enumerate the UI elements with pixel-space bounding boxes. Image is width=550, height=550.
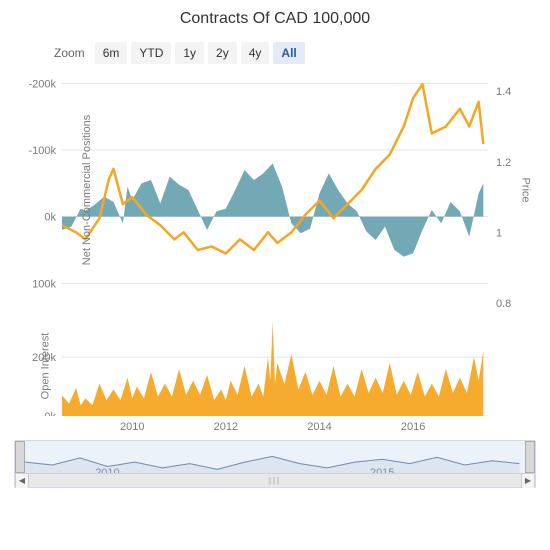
open-interest-area [62, 322, 483, 416]
chart-container: Contracts Of CAD 100,000 Zoom 6mYTD1y2y4… [0, 0, 550, 498]
svg-text:2010: 2010 [120, 421, 144, 433]
navigator-handle-right[interactable] [525, 441, 535, 473]
navigator-handle-left[interactable] [15, 441, 25, 473]
x-axis-svg: 2010 2012 2014 2016 [14, 416, 536, 436]
svg-text:0k: 0k [44, 212, 56, 224]
zoom-button-4y[interactable]: 4y [241, 42, 270, 64]
svg-text:0k: 0k [44, 411, 56, 416]
open-interest-panel: Open Interest 0k200k [14, 316, 536, 416]
zoom-button-ytd[interactable]: YTD [131, 42, 171, 64]
zoom-button-1y[interactable]: 1y [175, 42, 204, 64]
svg-text:1: 1 [496, 227, 502, 239]
svg-text:2012: 2012 [214, 421, 238, 433]
zoom-label: Zoom [54, 46, 85, 60]
svg-text:100k: 100k [32, 278, 56, 290]
oi-chart-svg: 0k200k [14, 316, 536, 416]
scroll-left-icon[interactable]: ◀ [15, 474, 29, 488]
svg-text:-100k: -100k [28, 145, 56, 157]
scroll-grip-icon[interactable]: ||| [269, 476, 281, 485]
svg-text:2014: 2014 [307, 421, 331, 433]
navigator[interactable]: 20102015 ◀ ||| ▶ [14, 440, 536, 488]
right-axis-label: Price [519, 177, 531, 202]
main-panel: Net Non-Commercial Positions Price -200k… [14, 70, 536, 310]
svg-text:0.8: 0.8 [496, 298, 511, 310]
oi-axis-label: Open Interest [39, 333, 51, 400]
zoom-controls: Zoom 6mYTD1y2y4yAll [54, 42, 536, 64]
scroll-right-icon[interactable]: ▶ [521, 474, 535, 488]
left-axis-label: Net Non-Commercial Positions [81, 115, 93, 265]
svg-text:1.4: 1.4 [496, 86, 511, 98]
zoom-button-2y[interactable]: 2y [208, 42, 237, 64]
positions-area [62, 163, 483, 256]
svg-text:1.2: 1.2 [496, 157, 511, 169]
svg-text:2016: 2016 [401, 421, 425, 433]
zoom-button-6m[interactable]: 6m [95, 42, 128, 64]
navigator-scrollbar[interactable]: ◀ ||| ▶ [15, 473, 535, 487]
chart-title: Contracts Of CAD 100,000 [14, 10, 536, 28]
svg-text:-200k: -200k [28, 78, 56, 90]
zoom-button-all[interactable]: All [273, 42, 304, 64]
